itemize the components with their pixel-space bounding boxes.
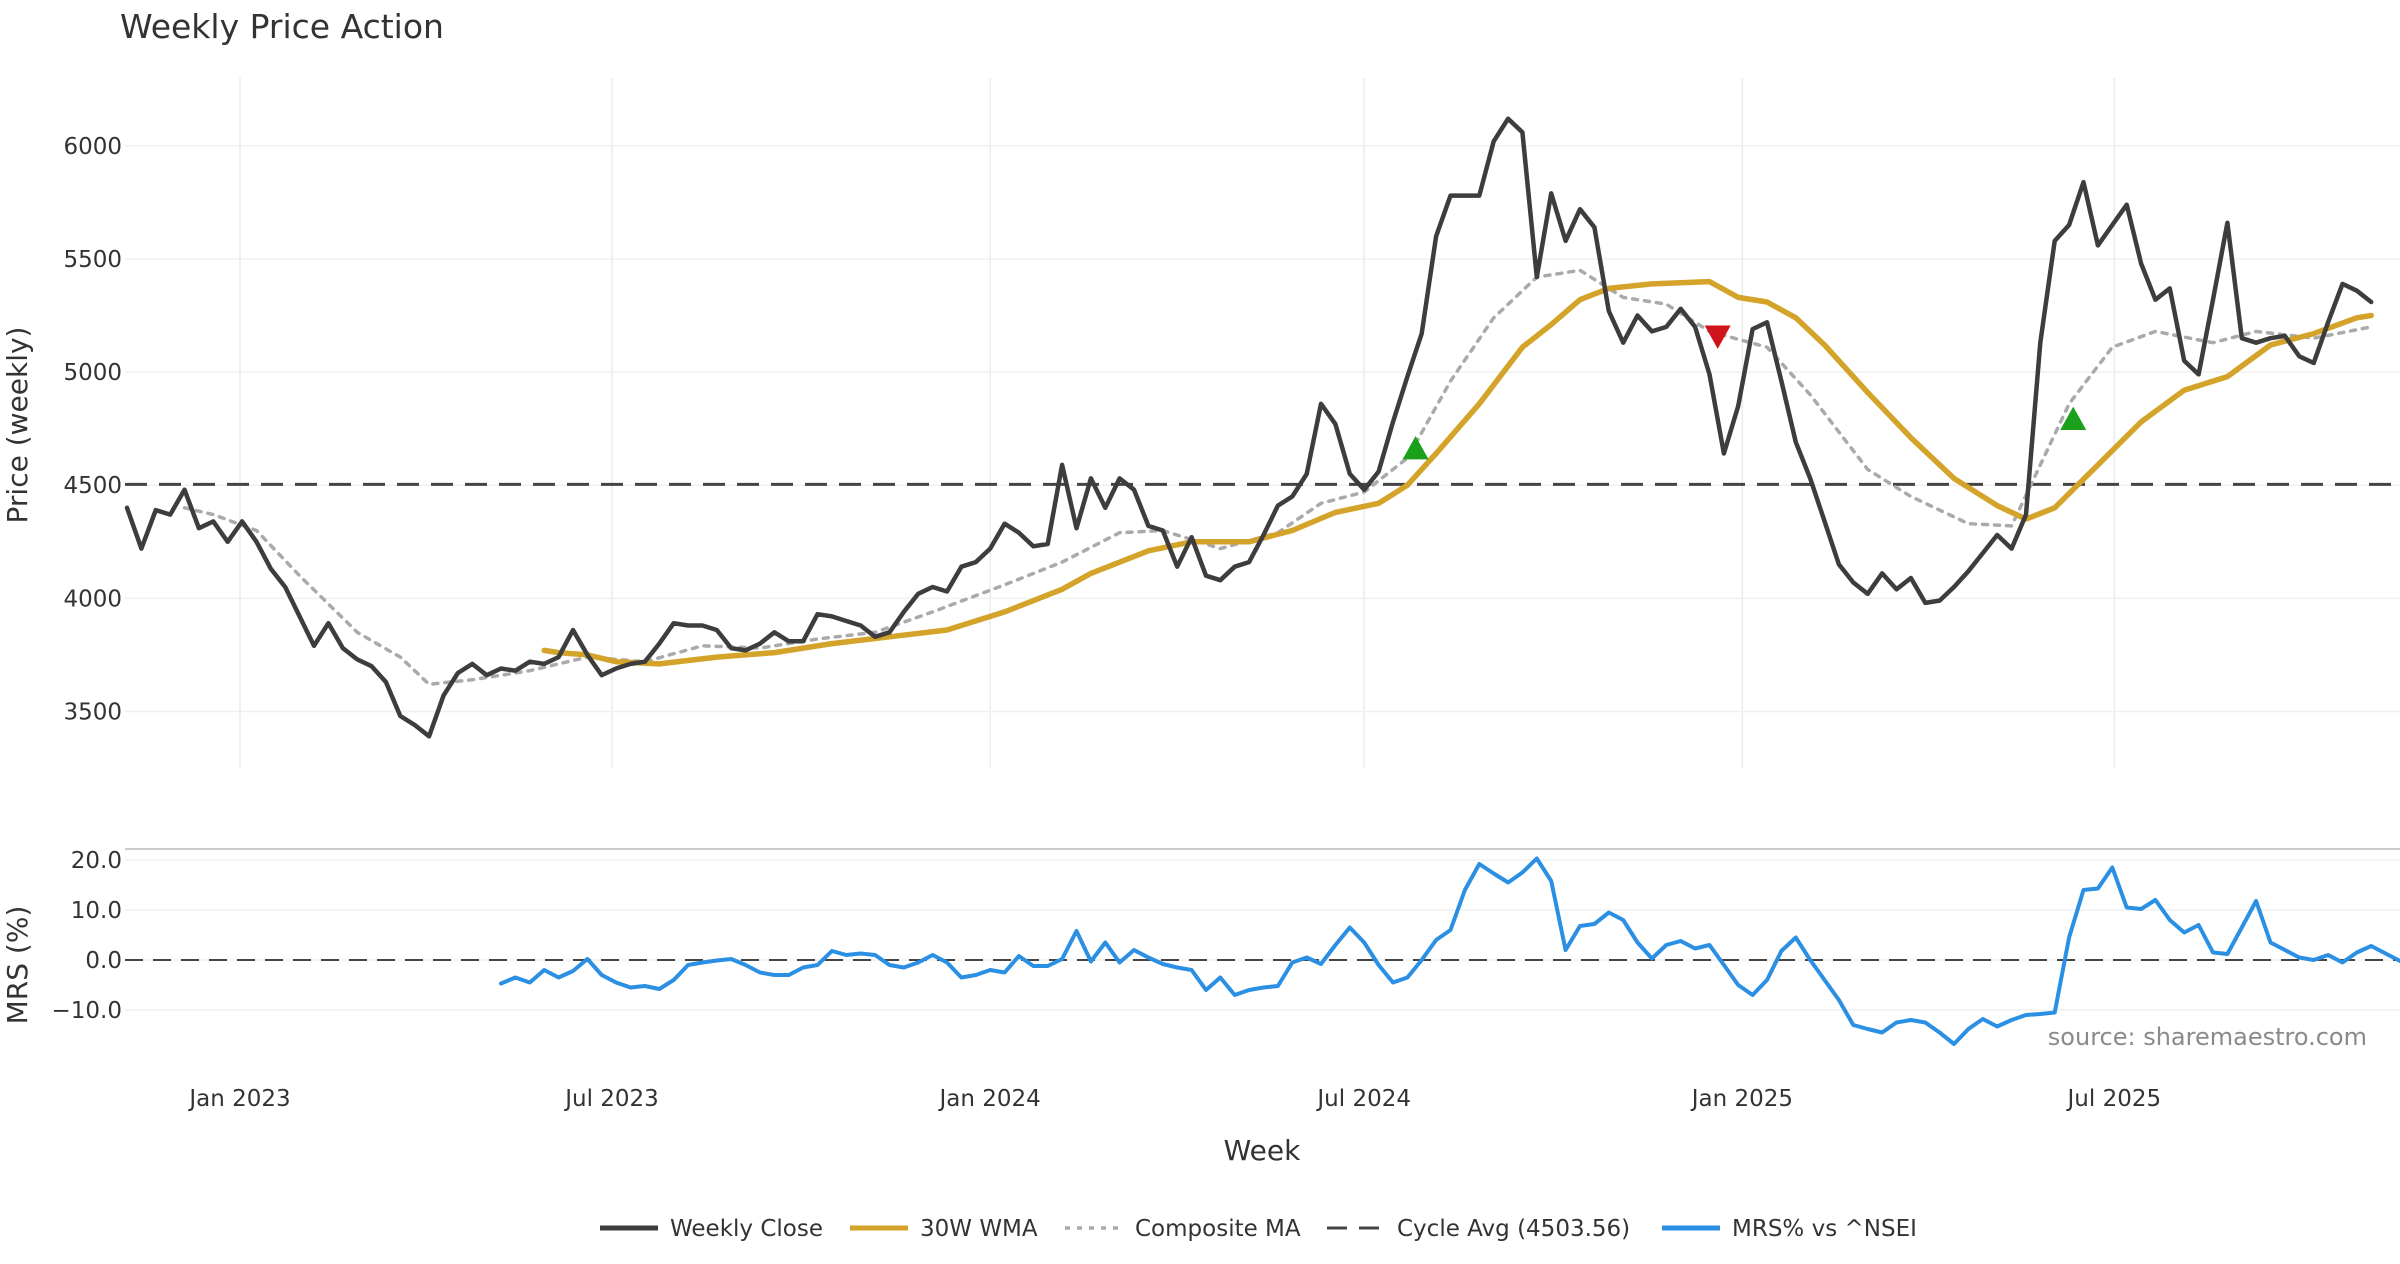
legend-label: Cycle Avg (4503.56): [1397, 1216, 1630, 1242]
legend: Weekly Close 30W WMA Composite MA Cycle Avg…: [600, 1216, 1917, 1242]
legend-item: MRS% vs ^NSEI: [1662, 1216, 1917, 1242]
legend-item: Composite MA: [1065, 1216, 1301, 1242]
buy-signal-marker: [1402, 436, 1429, 460]
x-tick-label: Jul 2025: [2066, 1086, 2162, 1112]
price-y-tick: 4500: [63, 473, 122, 499]
price-y-tick: 6000: [63, 134, 122, 160]
mrs-series: [499, 856, 2400, 1046]
series-line-weekly-close: [124, 116, 2374, 739]
sell-signal-marker: [1704, 325, 1731, 349]
series-line-30w-wma: [541, 278, 2374, 667]
legend-label: Composite MA: [1135, 1216, 1301, 1242]
mrs-y-ticks: 20.0 10.0 0.0 −10.0: [52, 848, 122, 1024]
legend-label: MRS% vs ^NSEI: [1732, 1216, 1917, 1242]
x-tick-label: Jan 2025: [1690, 1086, 1793, 1112]
x-tick-label: Jan 2023: [187, 1086, 290, 1112]
price-markers: [1402, 325, 2087, 460]
mrs-y-tick: 10.0: [71, 898, 122, 924]
legend-label: 30W WMA: [920, 1216, 1038, 1242]
price-y-tick: 4000: [63, 586, 122, 612]
x-tick-label: Jan 2024: [938, 1086, 1041, 1112]
legend-item: Weekly Close: [600, 1216, 823, 1242]
x-tick-label: Jul 2023: [563, 1086, 659, 1112]
chart-title: Weekly Price Action: [120, 7, 444, 46]
price-series: [124, 116, 2374, 739]
price-y-tick: 5500: [63, 247, 122, 273]
x-axis-label: Week: [1224, 1134, 1301, 1167]
mrs-y-tick: 0.0: [85, 948, 122, 974]
price-grid: [125, 78, 2400, 768]
price-y-tick: 5000: [63, 360, 122, 386]
source-note: source: sharemaestro.com: [2048, 1023, 2367, 1051]
buy-signal-marker: [2060, 406, 2087, 431]
legend-item: Cycle Avg (4503.56): [1327, 1216, 1630, 1242]
mrs-y-label: MRS (%): [1, 906, 34, 1025]
mrs-y-tick: −10.0: [52, 998, 122, 1024]
price-y-tick: 3500: [63, 699, 122, 725]
price-y-label: Price (weekly): [1, 327, 34, 524]
series-line-composite-ma: [182, 268, 2373, 687]
legend-item: 30W WMA: [850, 1216, 1038, 1242]
mrs-y-tick: 20.0: [71, 848, 122, 874]
x-ticks: Jan 2023 Jul 2023 Jan 2024 Jul 2024 Jan 2025…: [187, 1086, 2161, 1112]
series-line-mrs: [499, 856, 2400, 1046]
x-tick-label: Jul 2024: [1315, 1086, 1411, 1112]
legend-label: Weekly Close: [670, 1216, 823, 1242]
price-y-ticks: 3500 4000 4500 5000 5500 6000: [63, 134, 122, 726]
